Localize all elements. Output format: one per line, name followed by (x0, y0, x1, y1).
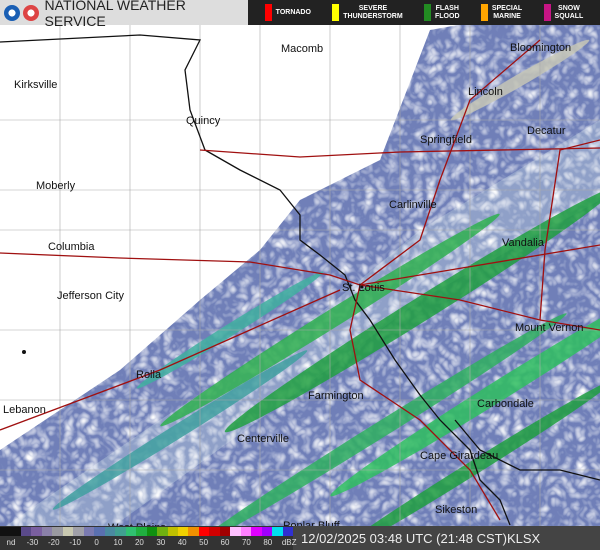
warning-swatch (264, 4, 272, 21)
city-label: Kirksville (14, 79, 58, 91)
timestamp-station: 12/02/2025 03:48 UTC (21:48 CST) KLSX (293, 526, 600, 550)
warning-swatch (543, 4, 551, 21)
city-label: Quincy (186, 115, 221, 127)
city-label: Sikeston (435, 504, 478, 516)
scale-swatch (146, 527, 158, 536)
scale-swatch (104, 527, 116, 536)
city-label: Cape Girardeau (420, 450, 499, 462)
color-scale-bar (0, 527, 294, 536)
warning-swatch (480, 4, 488, 21)
scale-swatch (157, 527, 168, 536)
scale-tick-label: 50 (199, 538, 209, 547)
city-label: Lebanon (3, 404, 46, 416)
reflectivity-scale: nd -30 -20 -10 0 10 20 30 40 50 60 70 80 dBZ (0, 526, 297, 550)
scale-swatch (272, 527, 283, 536)
warning-label: SNOW SQUALL (554, 4, 584, 20)
city-label: Columbia (48, 241, 95, 253)
city-label: Jefferson City (57, 290, 125, 302)
scale-swatch (167, 527, 178, 536)
city-label: Lincoln (468, 86, 503, 98)
warning-label: TORNADO (275, 8, 311, 16)
scale-swatch (52, 527, 63, 536)
noaa-logo-icon (4, 4, 20, 21)
nws-brand: NATIONAL WEATHER SERVICE (0, 0, 248, 29)
scale-tick-label: 30 (156, 538, 166, 547)
scale-swatch (83, 527, 95, 536)
scale-swatch (10, 527, 21, 536)
state-borders (0, 34, 600, 526)
scale-swatch (261, 527, 273, 536)
scale-tick-label: 80 (263, 538, 273, 547)
county-lines (0, 25, 600, 550)
scale-tick-label: -10 (69, 538, 81, 547)
scale-swatch (240, 527, 252, 536)
scale-tick-label: 20 (134, 538, 144, 547)
scale-tick-label: -20 (48, 538, 60, 547)
scale-swatch (230, 527, 241, 536)
city-label: Centerville (237, 433, 289, 445)
warning-label: FLASH FLOOD (435, 4, 460, 20)
scale-tick-label: dBZ (281, 538, 297, 547)
scale-tick-label: 70 (241, 538, 251, 547)
scale-tick-label: 60 (220, 538, 230, 547)
scale-swatch (198, 527, 210, 536)
city-label: Macomb (281, 43, 324, 55)
city-label: Carbondale (477, 398, 534, 410)
scale-swatch (251, 527, 262, 536)
scale-tick-label: 10 (113, 538, 123, 547)
warning-item: TORNADO (264, 4, 311, 21)
scale-swatch (219, 527, 231, 536)
city-label: Vandalia (502, 237, 544, 249)
header-bar: NATIONAL WEATHER SERVICE TORNADO SEVERE T… (0, 0, 600, 29)
scale-swatch (282, 527, 294, 536)
scale-swatch (125, 527, 137, 536)
city-label: Rolla (136, 369, 162, 381)
warning-label: SEVERE THUNDERSTORM (343, 4, 403, 20)
scale-swatch (94, 527, 105, 536)
city-label: Mount Vernon (515, 322, 584, 334)
scale-swatch (73, 527, 84, 536)
city-label: Decatur (527, 125, 566, 137)
scale-tick-label: 0 (94, 538, 99, 547)
warning-swatch (332, 4, 340, 21)
city-label: Bloomington (510, 42, 572, 54)
scale-swatch (136, 527, 147, 536)
warning-item: SPECIAL MARINE (480, 4, 523, 21)
scale-ticks: nd -30 -20 -10 0 10 20 30 40 50 60 70 80 dBZ (0, 536, 297, 550)
city-markers (22, 285, 364, 354)
timestamp: 12/02/2025 03:48 UTC (21:48 CST) (301, 530, 507, 546)
highways (0, 39, 600, 521)
city-label: Moberly (36, 180, 76, 192)
warning-item: SEVERE THUNDERSTORM (332, 4, 403, 21)
warning-label: SPECIAL MARINE (491, 4, 523, 20)
scale-tick-label: 40 (177, 538, 187, 547)
city-label: Carlinville (389, 199, 437, 211)
scale-swatch (31, 527, 42, 536)
scale-swatch (41, 527, 53, 536)
scale-swatch (188, 527, 199, 536)
nws-logo-icon (22, 4, 39, 21)
scale-swatch (177, 527, 189, 536)
scale-tick-label: nd (6, 538, 16, 547)
city-label: Farmington (308, 390, 364, 402)
warning-item: FLASH FLOOD (424, 4, 460, 21)
footer-bar: nd -30 -20 -10 0 10 20 30 40 50 60 70 80 dBZ 12/02/20… (0, 526, 600, 550)
scale-swatch (0, 527, 11, 536)
warning-item: SNOW SQUALL (543, 4, 584, 21)
station-id: KLSX (506, 530, 541, 546)
city-label: Springfield (420, 134, 472, 146)
scale-swatch (209, 527, 220, 536)
scale-swatch (20, 527, 32, 536)
scale-tick-label: -30 (26, 538, 39, 547)
city-label: St. Louis (342, 282, 385, 294)
scale-swatch (115, 527, 126, 536)
warning-legend: TORNADO SEVERE THUNDERSTORM FLASH FLOOD SPE… (248, 0, 600, 25)
header-title: NATIONAL WEATHER SERVICE (44, 0, 186, 29)
warning-swatch (424, 4, 431, 21)
scale-swatch (62, 527, 74, 536)
